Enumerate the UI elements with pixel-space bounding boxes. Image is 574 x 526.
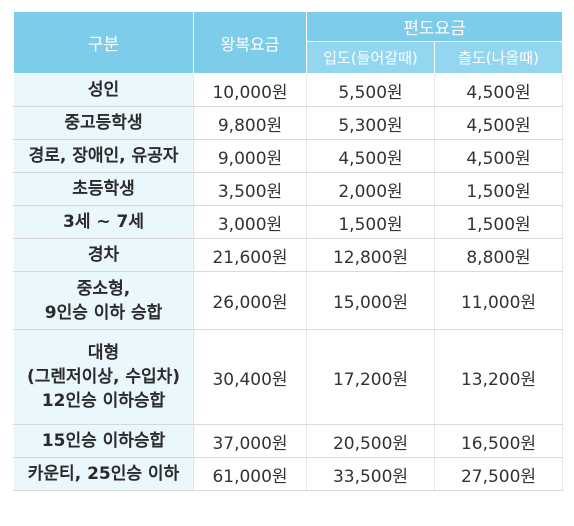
fare-table-header: 구분 왕복요금 편도요금 입도(들어갈때) 출도(나올때) xyxy=(13,11,563,74)
table-row: 초등학생 3,500원 2,000원 1,500원 xyxy=(13,172,563,206)
row-label-line: 3세 ~ 7세 xyxy=(62,212,145,232)
fare-table-body: 성인 10,000원 5,500원 4,500원 중고등학생 9,800원 5,300원 4,… xyxy=(13,73,563,491)
fare-table: 구분 왕복요금 편도요금 입도(들어갈때) 출도(나올때) 성인 10,000원 5… xyxy=(13,11,563,491)
cell-outbound: 4,500원 xyxy=(434,73,563,107)
cell-inbound: 5,500원 xyxy=(306,73,435,107)
table-row: 중고등학생 9,800원 5,300원 4,500원 xyxy=(13,106,563,140)
row-label: 초등학생 xyxy=(13,172,194,206)
cell-inbound: 1,500원 xyxy=(306,205,435,239)
cell-outbound: 8,800원 xyxy=(434,238,563,272)
header-outbound: 출도(나올때) xyxy=(434,41,563,74)
cell-round-trip: 9,000원 xyxy=(193,139,307,173)
row-label: 경차 xyxy=(13,238,194,272)
cell-outbound: 4,500원 xyxy=(434,139,563,173)
row-label-line: 초등학생 xyxy=(72,179,135,199)
cell-round-trip: 30,400원 xyxy=(193,329,307,425)
cell-round-trip: 21,600원 xyxy=(193,238,307,272)
table-row: 카운티, 25인승 이하 61,000원 33,500원 27,500원 xyxy=(13,457,563,491)
header-one-way: 편도요금 xyxy=(306,11,563,42)
cell-inbound: 4,500원 xyxy=(306,139,435,173)
row-label-line: 경로, 장애인, 유공자 xyxy=(28,146,179,166)
cell-inbound: 12,800원 xyxy=(306,238,435,272)
cell-inbound: 17,200원 xyxy=(306,329,435,425)
table-row: 경로, 장애인, 유공자 9,000원 4,500원 4,500원 xyxy=(13,139,563,173)
table-row: 성인 10,000원 5,500원 4,500원 xyxy=(13,73,563,107)
header-category: 구분 xyxy=(13,11,194,74)
cell-outbound: 27,500원 xyxy=(434,457,563,491)
cell-round-trip: 9,800원 xyxy=(193,106,307,140)
cell-outbound: 13,200원 xyxy=(434,329,563,425)
cell-inbound: 33,500원 xyxy=(306,457,435,491)
cell-outbound: 1,500원 xyxy=(434,205,563,239)
cell-round-trip: 37,000원 xyxy=(193,424,307,458)
cell-inbound: 20,500원 xyxy=(306,424,435,458)
row-label-line: 9인승 이하 승합 xyxy=(44,302,163,323)
row-label: 15인승 이하승합 xyxy=(13,424,194,458)
cell-round-trip: 10,000원 xyxy=(193,73,307,107)
table-row: 3세 ~ 7세 3,000원 1,500원 1,500원 xyxy=(13,205,563,239)
table-row: 대형 (그렌저이상, 수입차) 12인승 이하승합 30,400원 17,200원 13,… xyxy=(13,329,563,425)
cell-inbound: 5,300원 xyxy=(306,106,435,140)
cell-round-trip: 3,000원 xyxy=(193,205,307,239)
row-label: 중고등학생 xyxy=(13,106,194,140)
row-label: 성인 xyxy=(13,73,194,107)
table-row: 중소형, 9인승 이하 승합 26,000원 15,000원 11,000원 xyxy=(13,271,563,330)
cell-outbound: 1,500원 xyxy=(434,172,563,206)
cell-inbound: 2,000원 xyxy=(306,172,435,206)
row-label-line: 12인승 이하승합 xyxy=(41,391,166,411)
cell-round-trip: 3,500원 xyxy=(193,172,307,206)
cell-outbound: 16,500원 xyxy=(434,424,563,458)
row-label-line: 중소형, xyxy=(76,278,131,299)
row-label: 중소형, 9인승 이하 승합 xyxy=(13,271,194,330)
table-row: 15인승 이하승합 37,000원 20,500원 16,500원 xyxy=(13,424,563,458)
row-label: 경로, 장애인, 유공자 xyxy=(13,139,194,173)
row-label-line: 경차 xyxy=(87,245,120,265)
row-label: 대형 (그렌저이상, 수입차) 12인승 이하승합 xyxy=(13,329,194,425)
row-label-line: 대형 xyxy=(87,343,120,363)
cell-outbound: 11,000원 xyxy=(434,271,563,330)
cell-round-trip: 26,000원 xyxy=(193,271,307,330)
header-round-trip: 왕복요금 xyxy=(193,11,307,74)
cell-outbound: 4,500원 xyxy=(434,106,563,140)
row-label-line: 카운티, 25인승 이하 xyxy=(27,464,180,484)
row-label-line: (그렌저이상, 수입차) xyxy=(26,367,181,387)
row-label: 카운티, 25인승 이하 xyxy=(13,457,194,491)
row-label-line: 15인승 이하승합 xyxy=(41,431,166,451)
row-label-line: 성인 xyxy=(87,80,120,100)
row-label: 3세 ~ 7세 xyxy=(13,205,194,239)
cell-inbound: 15,000원 xyxy=(306,271,435,330)
row-label-line: 중고등학생 xyxy=(64,113,143,133)
header-inbound: 입도(들어갈때) xyxy=(306,41,435,74)
table-row: 경차 21,600원 12,800원 8,800원 xyxy=(13,238,563,272)
cell-round-trip: 61,000원 xyxy=(193,457,307,491)
